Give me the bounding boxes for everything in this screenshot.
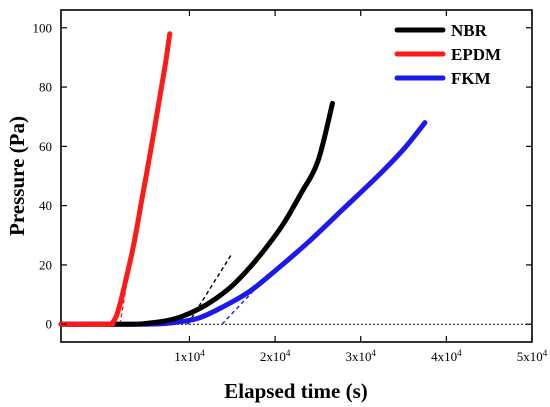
- series-line-epdm: [58, 31, 173, 327]
- x-tick-label: 2x104: [260, 348, 291, 364]
- y-tick-label: 40: [39, 198, 52, 213]
- plot-frame: [60, 9, 533, 343]
- y-tick-label: 100: [33, 20, 53, 35]
- series-line-fkm: [58, 120, 428, 327]
- x-tick-label: 1x104: [174, 348, 205, 364]
- y-tick-label: 80: [39, 80, 52, 95]
- legend-label-epdm: EPDM: [451, 45, 501, 64]
- y-tick-label: 0: [46, 317, 53, 332]
- y-tick-label: 20: [39, 257, 52, 272]
- legend-label-fkm: FKM: [451, 69, 491, 88]
- y-tick-label: 60: [39, 139, 52, 154]
- series-line-nbr: [58, 100, 335, 327]
- x-tick-label: 3x104: [345, 348, 376, 364]
- x-tick-label: 4x104: [431, 348, 462, 364]
- x-axis-title: Elapsed time (s): [224, 379, 368, 403]
- legend-label-nbr: NBR: [451, 21, 488, 40]
- x-tick-label: 5x104: [517, 348, 548, 364]
- y-axis-title: Pressure (Pa): [5, 116, 29, 236]
